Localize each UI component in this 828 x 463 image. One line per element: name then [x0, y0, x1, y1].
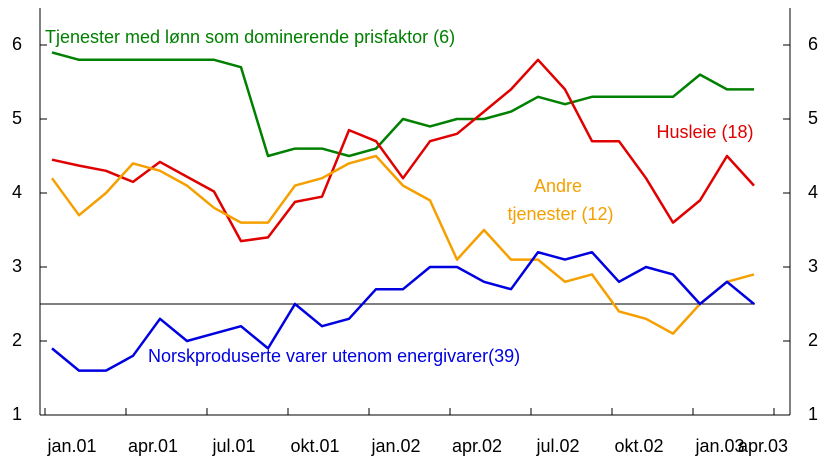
x-tick-label: apr.02 — [452, 436, 502, 456]
y-tick-label: 6 — [12, 34, 22, 54]
y2-tick-label: 6 — [808, 34, 818, 54]
y2-tick-label: 2 — [808, 330, 818, 350]
y-tick-label: 2 — [12, 330, 22, 350]
x-tick-label: okt.01 — [290, 436, 339, 456]
series-line — [51, 58, 755, 243]
y-tick-label: 5 — [12, 108, 22, 128]
series-label: Tjenester med lønn som dominerende prisf… — [45, 27, 455, 47]
y-tick-label: 1 — [12, 404, 22, 424]
x-tick-label: jul.02 — [535, 436, 579, 456]
x-tick-label: okt.02 — [614, 436, 663, 456]
y2-tick-label: 5 — [808, 108, 818, 128]
series-line — [50, 154, 755, 335]
series-line — [51, 51, 754, 158]
x-tick-label: jan.02 — [370, 436, 420, 456]
x-tick-label: jan.03 — [694, 436, 744, 456]
series-label: Norskproduserte varer utenom energivarer… — [148, 346, 520, 366]
series-label: Andre tjenester (12) — [502, 176, 613, 224]
y2-tick-label: 1 — [808, 404, 818, 424]
x-tick-label: jul.01 — [211, 436, 255, 456]
series-label: Husleie (18) — [656, 122, 753, 142]
x-tick-label: apr.01 — [128, 436, 178, 456]
y-tick-label: 3 — [12, 256, 22, 276]
y2-tick-label: 3 — [808, 256, 818, 276]
series-line — [51, 250, 755, 372]
y2-tick-label: 4 — [808, 182, 818, 202]
x-tick-label: apr.03 — [738, 436, 788, 456]
y-tick-label: 4 — [12, 182, 22, 202]
x-tick-label: jan.01 — [46, 436, 96, 456]
